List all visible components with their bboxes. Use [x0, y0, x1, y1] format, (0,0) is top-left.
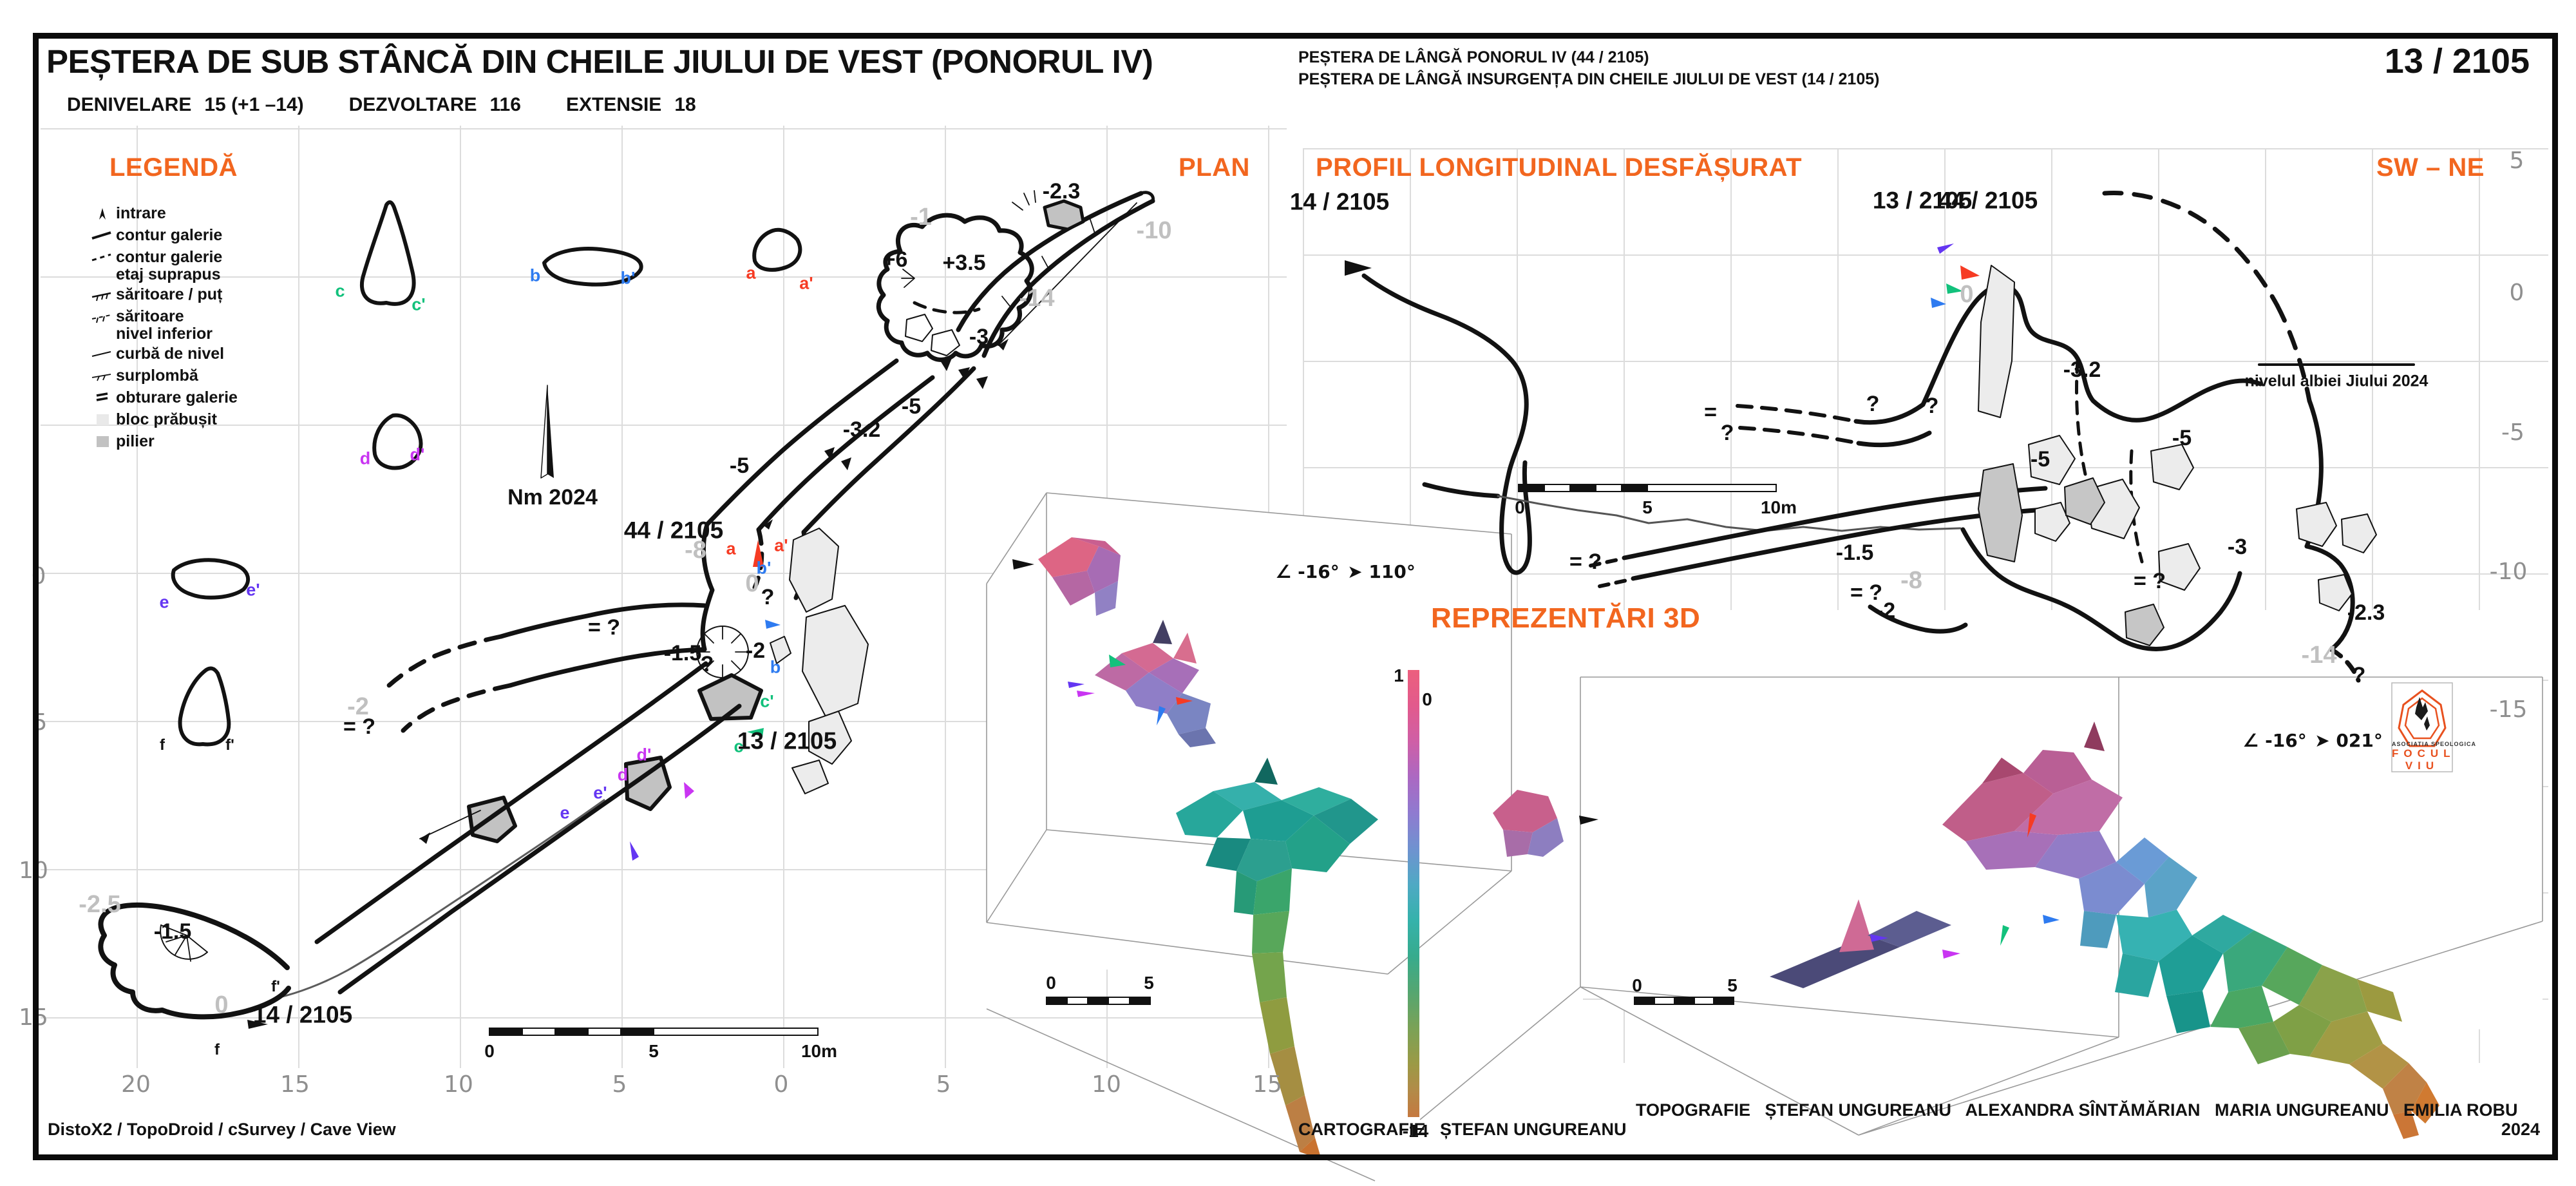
cave-stats: DENIVELARE 15 (+1 –14) DEZVOLTARE 116 EX…	[67, 94, 696, 116]
legend-item-saritoare-put: săritoare / puț	[90, 286, 303, 305]
related-caves: PEȘTERA DE LÂNGĂ PONORUL IV (44 / 2105) P…	[1298, 46, 1879, 90]
legend-label-2: etaj suprapus	[116, 265, 221, 283]
scale-bar-plan	[489, 1028, 819, 1036]
stat-extensie: EXTENSIE 18	[566, 94, 696, 116]
profile-cave-drawing	[1345, 191, 2415, 683]
iso-box-right	[1419, 676, 2543, 1136]
plan-cave-drawing	[98, 190, 1155, 1029]
page-title: PEȘTERA DE SUB STÂNCĂ DIN CHEILE JIULUI …	[46, 43, 1153, 80]
logo-name-2: VIU	[2405, 760, 2439, 772]
legend-item-pilier: pilier	[90, 433, 303, 452]
legend-title: LEGENDĂ	[109, 153, 238, 182]
level-curve-icon	[90, 345, 116, 365]
plan-title: PLAN	[1179, 153, 1250, 182]
legend-label: săritoare / puț	[116, 285, 223, 303]
legend-label: obturare galerie	[116, 388, 238, 406]
survey-arrows-3d-right	[1579, 813, 2060, 959]
profile-title: PROFIL LONGITUDINAL DESFĂȘURAT	[1316, 153, 1802, 182]
legend-item-saritoare-inferior: săritoare nivel inferior	[90, 308, 303, 343]
topography-credit: TOPOGRAFIE ȘTEFAN UNGUREANU ALEXANDRA SÎ…	[1636, 1100, 2518, 1120]
legend-item-bloc: bloc prăbușit	[90, 411, 303, 430]
legend-label: contur galerie	[116, 226, 223, 244]
pitch-lower-icon	[90, 308, 116, 327]
entrance-icon	[90, 205, 116, 224]
logo-org-name: ASOCIATIA SPEOLOGICA	[2392, 741, 2477, 747]
scale-bar-3d-left	[1046, 997, 1151, 1005]
model-3d-left	[1038, 537, 1378, 1160]
stat-denivelare: DENIVELARE 15 (+1 –14)	[67, 94, 304, 116]
legend-item-contur-galerie: contur galerie	[90, 227, 303, 246]
fallen-block-icon	[90, 411, 116, 430]
scale-bar-3d-right	[1634, 997, 1734, 1005]
legend-label: intrare	[116, 204, 166, 222]
legend-label: bloc prăbușit	[116, 410, 217, 428]
software-credit: DistoX2 / TopoDroid / cSurvey / Cave Vie…	[48, 1120, 396, 1139]
legend-item-intrare: intrare	[90, 205, 303, 224]
cartography-credit: CARTOGRAFIE ȘTEFAN UNGUREANU	[1298, 1120, 1627, 1139]
survey-arrows-3d-left	[1012, 559, 1193, 725]
logo-text: ASOCIATIA SPEOLOGICA FOCUL VIU	[2392, 741, 2477, 772]
legend-label: surplombă	[116, 367, 198, 385]
stat-dezvoltare: DEZVOLTARE 116	[349, 94, 521, 116]
legend-item-obturare: obturare galerie	[90, 389, 303, 408]
stat-label: DEZVOLTARE	[348, 94, 477, 115]
legend-label: săritoare	[116, 307, 184, 325]
three-d-title: REPREZENTĂRI 3D	[1431, 602, 1701, 634]
scale-bar-profile	[1518, 484, 1777, 492]
legend-label-2: nivel inferior	[116, 325, 213, 343]
pillar-icon	[90, 433, 116, 452]
gallery-contour-icon	[90, 227, 116, 246]
related-cave-2: PEȘTERA DE LÂNGĂ INSURGENȚA DIN CHEILE J…	[1298, 70, 1880, 88]
legend-item-curba-nivel: curbă de nivel	[90, 345, 303, 365]
pitch-shaft-icon	[90, 286, 116, 305]
stat-value: 116	[489, 94, 521, 115]
related-cave-1: PEȘTERA DE LÂNGĂ PONORUL IV (44 / 2105)	[1298, 48, 1649, 66]
white-masks	[987, 493, 2548, 1135]
stat-label: DENIVELARE	[67, 94, 192, 115]
club-logo	[2391, 682, 2453, 772]
gallery-contour-upper-icon	[90, 249, 116, 268]
legend-label: contur galerie	[116, 248, 223, 266]
elevation-colorbar	[1408, 670, 1419, 1117]
stat-value: 18	[674, 94, 696, 115]
legend-item-contur-etaj: contur galerie etaj suprapus	[90, 249, 303, 283]
legend: intrare contur galerie contur galerie eta…	[90, 205, 303, 455]
legend-label: pilier	[116, 432, 155, 450]
overhang-icon	[90, 367, 116, 387]
year: 2024	[2501, 1120, 2540, 1139]
logo-name-1: FOCUL	[2392, 747, 2456, 760]
legend-label: curbă de nivel	[116, 345, 225, 363]
stat-label: EXTENSIE	[565, 94, 662, 115]
cave-code: 13 / 2105	[2384, 42, 2530, 81]
stat-value: 15 (+1 –14)	[204, 94, 304, 115]
sheet-border	[33, 33, 2558, 1160]
model-3d-right	[1493, 722, 2439, 1139]
gallery-fill-icon	[90, 389, 116, 408]
profile-orientation: SW – NE	[2376, 153, 2485, 182]
legend-item-surplomba: surplombă	[90, 367, 303, 387]
